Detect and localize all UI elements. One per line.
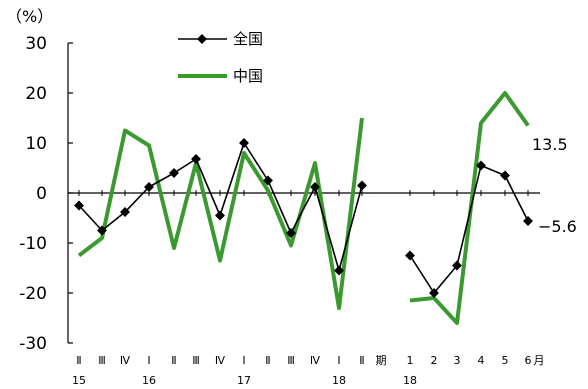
x-tick-label: Ⅳ [310,354,321,367]
x-year-label: 16 [142,374,156,387]
series-chugoku-line [409,91,530,325]
x-tick-label: Ⅱ [359,354,364,367]
x-tick-label: 4 [478,354,485,367]
x-tick-label: 5 [502,354,509,367]
x-year-label: 15 [72,374,86,387]
y-axis-ticks: 30 20 10 0 -10 -20 -30 [19,34,73,354]
series-national-point [120,207,130,217]
y-tick-label: -10 [19,234,47,254]
x-tick-label: Ⅳ [215,354,226,367]
series-national-point [334,265,344,276]
x-tick-label: 月 [534,354,545,367]
y-tick-label: 30 [25,34,47,54]
x-axis-labels: Ⅱ Ⅲ Ⅳ Ⅰ Ⅱ Ⅲ Ⅳ Ⅰ Ⅱ Ⅲ Ⅳ Ⅰ Ⅱ 期 1 2 3 4 5 6 月15 16 17 18 18 [72,354,545,387]
x-tick-label: Ⅱ [171,354,176,367]
series-chugoku-line [77,117,364,310]
series-national-point [476,160,486,171]
x-tick-label: Ⅲ [287,354,295,367]
x-tick-label: Ⅲ [98,354,106,367]
legend-label-chugoku: 中国 [233,67,263,85]
x-tick-label: 3 [454,354,461,367]
x-tick-label: 6 [525,354,532,367]
series-national-point [500,170,510,181]
series-national-point [215,210,225,221]
series-national-point [191,154,201,164]
series-national-point [263,175,273,186]
x-tick-label: 2 [431,354,438,367]
x-year-label: 18 [403,374,417,387]
series-national-point [74,200,84,211]
y-tick-label: 0 [36,184,47,204]
x-tick-label: Ⅱ [76,354,81,367]
series-national-point [452,260,462,271]
series-national-point [239,138,249,148]
x-year-label: 18 [332,374,346,387]
series-national-point [144,182,154,192]
end-label-national: −5.6 [538,217,577,236]
axes [67,43,540,343]
y-tick-label: 10 [25,134,47,154]
legend-marker-national [197,34,207,44]
x-year-label: 17 [237,374,251,387]
series-national-point [523,216,533,226]
series-national-point [169,168,179,178]
legend: 全国 中国 [178,30,263,85]
end-label-chugoku: 13.5 [532,135,568,154]
series-national-line [409,164,529,294]
series-national-point [286,228,296,238]
x-tick-label: Ⅰ [242,354,245,367]
x-tick-label: Ⅰ [147,354,150,367]
series-national-point [429,288,439,298]
legend-label-national: 全国 [233,30,263,48]
series-national-point [357,180,367,191]
series-national-point [97,225,107,236]
x-tick-label: Ⅱ [265,354,270,367]
series-lines [74,91,533,325]
y-tick-label: -20 [19,284,47,304]
y-unit-label: （%） [6,7,53,26]
x-tick-label: 1 [407,354,414,367]
x-tick-label: Ⅰ [337,354,340,367]
y-tick-label: -30 [19,334,47,354]
y-tick-label: 20 [25,84,47,104]
x-tick-label: Ⅳ [120,354,131,367]
x-tick-label: Ⅲ [192,354,200,367]
x-tick-label: 期 [376,354,387,367]
series-national-point [405,250,415,261]
series-national-point [310,182,320,192]
